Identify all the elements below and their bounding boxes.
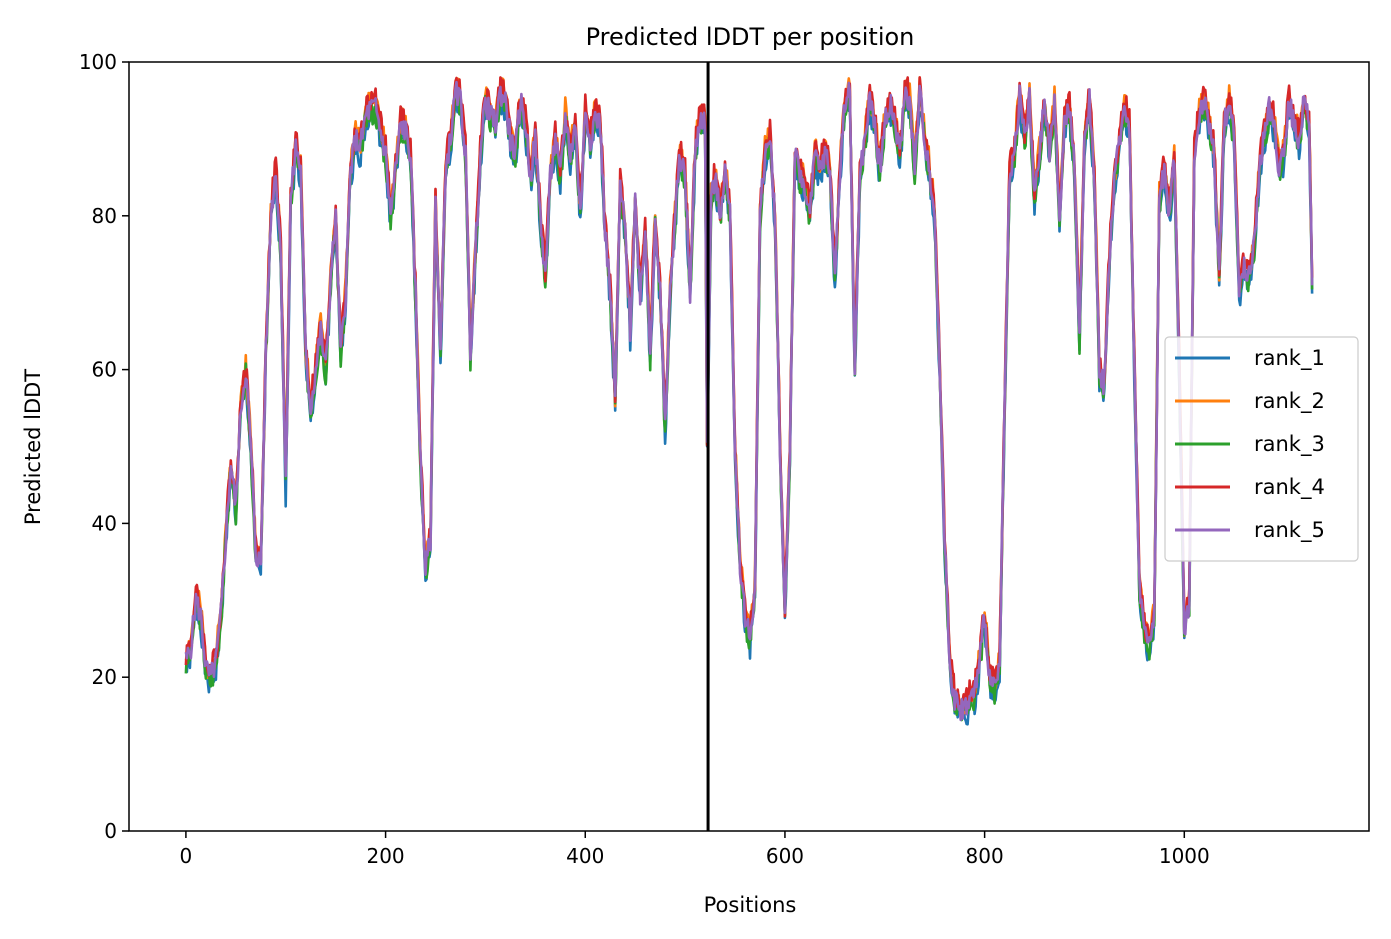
y-tick-label: 40 [92, 511, 117, 535]
x-tick-label: 400 [566, 844, 604, 868]
y-tick-label: 0 [104, 819, 117, 843]
plot-area [128, 61, 1370, 832]
series-group [184, 76, 1314, 726]
x-axis: 0 200 400 600 800 1000 [180, 831, 1210, 868]
chart-title: Predicted lDDT per position [586, 23, 915, 51]
legend-box [1164, 336, 1359, 562]
legend-label-rank_5: rank_5 [1254, 518, 1325, 543]
legend-label-rank_2: rank_2 [1254, 389, 1325, 414]
legend: rank_1 rank_2 rank_3 rank_4 rank_5 [1164, 336, 1359, 562]
y-axis-label: Predicted lDDT [21, 369, 45, 525]
y-tick-label: 20 [92, 665, 117, 689]
series-line-rank_5 [184, 80, 1314, 722]
legend-label-rank_1: rank_1 [1254, 346, 1325, 371]
plot-frame [128, 61, 1370, 832]
x-tick-label: 1000 [1159, 844, 1210, 868]
series-line-rank_3 [184, 85, 1314, 722]
y-tick-label: 80 [92, 204, 117, 228]
x-tick-label: 600 [766, 844, 804, 868]
y-axis: 0 20 40 60 80 100 [79, 50, 129, 843]
y-tick-label: 100 [79, 50, 117, 74]
legend-label-rank_3: rank_3 [1254, 432, 1325, 457]
x-tick-label: 800 [966, 844, 1004, 868]
legend-label-rank_4: rank_4 [1254, 475, 1325, 500]
y-tick-label: 60 [92, 358, 117, 382]
x-axis-label: Positions [704, 893, 797, 917]
x-tick-label: 0 [180, 844, 193, 868]
x-tick-label: 200 [366, 844, 404, 868]
